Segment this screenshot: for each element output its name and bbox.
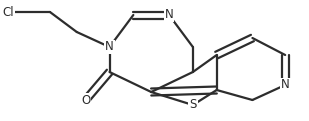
Text: O: O — [81, 94, 90, 106]
Text: N: N — [281, 79, 290, 91]
Text: S: S — [189, 98, 197, 111]
Text: N: N — [165, 8, 173, 22]
Text: N: N — [105, 41, 114, 53]
Text: Cl: Cl — [2, 5, 14, 19]
